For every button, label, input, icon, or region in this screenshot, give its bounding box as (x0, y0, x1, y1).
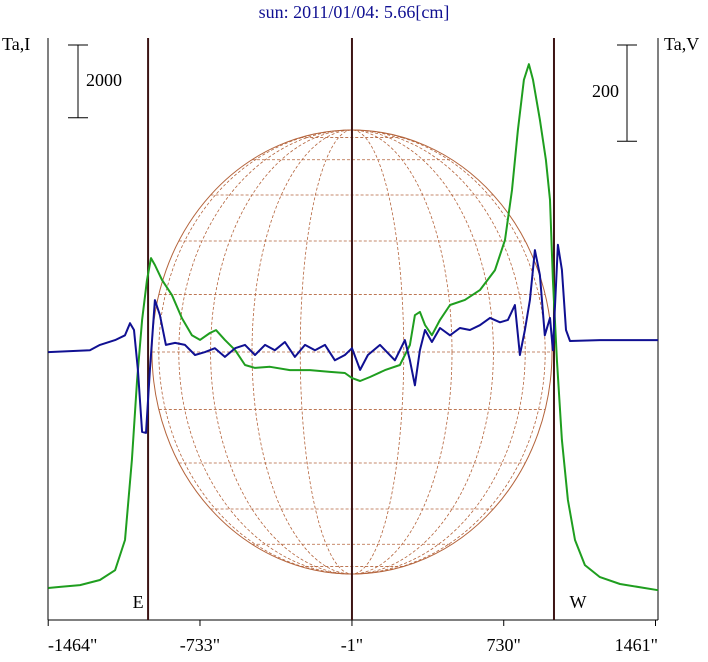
y2-axis-label: Ta,V (664, 34, 699, 54)
marker-label: W (569, 592, 586, 612)
series-line (48, 243, 658, 434)
x-tick-label: -1" (341, 635, 363, 655)
x-tick-label: 1461" (615, 635, 658, 655)
x-tick-label: -733" (180, 635, 220, 655)
x-tick-label: 730" (487, 635, 521, 655)
chart-title: sun: 2011/01/04: 5.66[cm] (259, 2, 450, 22)
x-tick-label: -1464" (48, 635, 97, 655)
scale-bar-label: 200 (592, 81, 619, 101)
series-line (48, 63, 659, 592)
scale-bar-label: 2000 (86, 70, 122, 90)
y-axis-label: Ta,I (2, 34, 30, 54)
marker-label: E (133, 592, 144, 612)
